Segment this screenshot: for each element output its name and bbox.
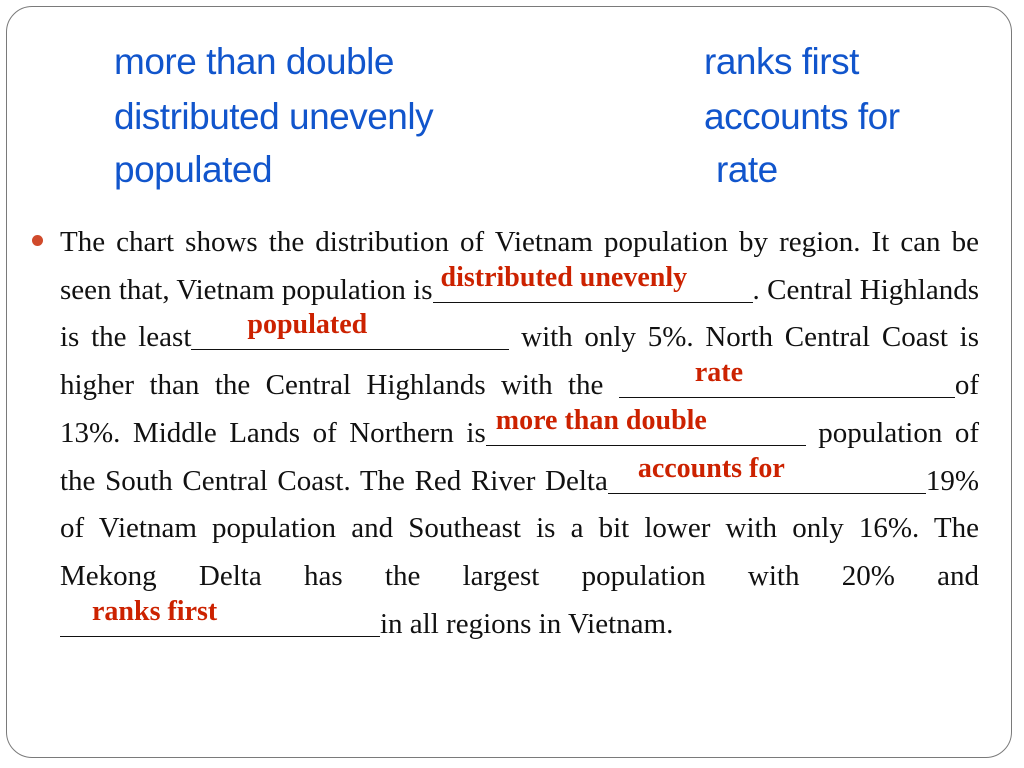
passage-text: The chart shows the distribution of Viet… [60,226,979,306]
blank-4: more than double [485,406,806,446]
passage-text: of 13%. Middle Lands of Northern is [60,369,979,449]
answer-5: accounts for [637,452,785,484]
blank-6: ranks first [60,597,380,637]
blank-2: populated [191,311,510,351]
word-bank: more than double distributed unevenly po… [114,40,964,200]
blank-5: accounts for [607,454,926,494]
word-bank-item: ranks first [704,41,859,82]
slide-frame [6,6,1012,758]
blank-3: rate [618,359,955,399]
answer-3: rate [694,357,744,389]
blank-1: distributed unevenly [432,263,753,303]
word-bank-item: populated [114,149,273,190]
passage-paragraph: The chart shows the distribution of Viet… [60,219,979,648]
bullet-icon [32,235,43,246]
passage-text: with only 5%. North Central Coast is hig… [60,321,979,402]
word-bank-item: more than double [114,41,394,82]
answer-1: distributed unevenly [440,261,688,293]
word-bank-item: rate [716,149,778,190]
passage-text: in all regions in Vietnam. [380,607,674,640]
passage-text: population of the South Central Coast. T… [60,416,979,497]
passage-text: 19% of Vietnam population and Southeast … [60,464,979,592]
answer-6: ranks first [92,595,218,627]
answer-2: populated [247,309,368,341]
word-bank-item: distributed unevenly [114,96,434,137]
word-bank-item: accounts for [704,96,900,137]
passage-text: . Central Highlands is the least [60,273,979,354]
answer-4: more than double [495,404,707,436]
